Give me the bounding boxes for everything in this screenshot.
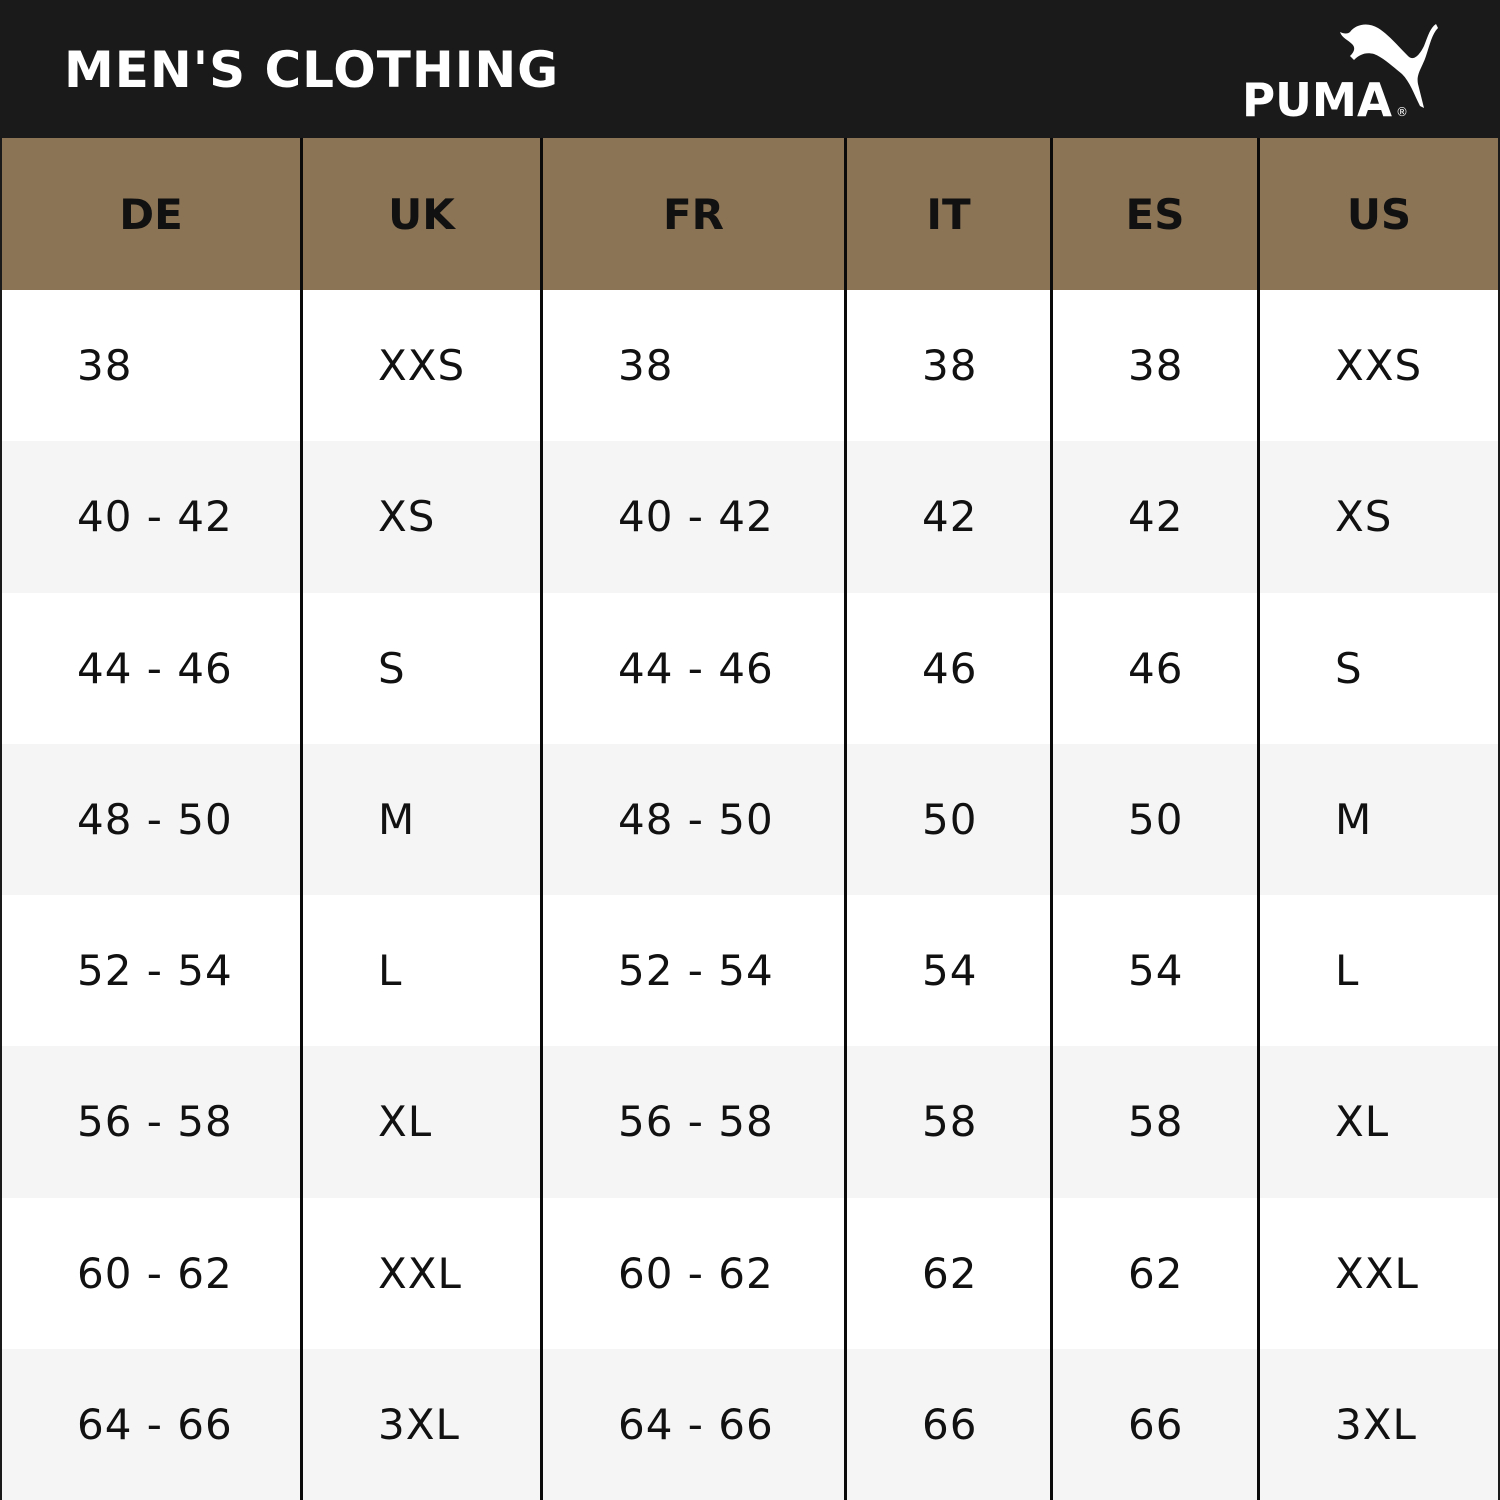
table-cell-es: 50 — [1053, 743, 1257, 895]
table-cell-it: 66 — [847, 1348, 1050, 1500]
table-cell-es: 46 — [1053, 592, 1257, 744]
column-header-uk: UK — [303, 138, 540, 290]
table-cell-de: 44 - 46 — [2, 592, 300, 744]
puma-wordmark: PUMA — [1242, 73, 1392, 123]
size-table: DE UK FR IT ES US 38 XXS 38 38 38 XXS 40 - 42 XS 40 - … — [2, 138, 1498, 1500]
table-cell-it: 62 — [847, 1197, 1050, 1349]
table-cell-us: M — [1260, 743, 1498, 895]
column-header-fr: FR — [543, 138, 844, 290]
table-cell-it: 54 — [847, 895, 1050, 1047]
table-cell-uk: XXL — [303, 1197, 540, 1349]
table-cell-fr: 56 - 58 — [543, 1046, 844, 1198]
table-cell-es: 38 — [1053, 290, 1257, 442]
table-cell-us: S — [1260, 592, 1498, 744]
table-cell-us: XL — [1260, 1046, 1498, 1198]
table-cell-fr: 38 — [543, 290, 844, 442]
table-cell-de: 40 - 42 — [2, 441, 300, 593]
puma-logo-icon: PUMA ® — [1242, 24, 1438, 123]
table-cell-fr: 40 - 42 — [543, 441, 844, 593]
table-cell-es: 54 — [1053, 895, 1257, 1047]
table-cell-it: 42 — [847, 441, 1050, 593]
table-cell-es: 62 — [1053, 1197, 1257, 1349]
table-cell-es: 42 — [1053, 441, 1257, 593]
column-header-es: ES — [1053, 138, 1257, 290]
table-cell-de: 60 - 62 — [2, 1197, 300, 1349]
table-cell-uk: M — [303, 743, 540, 895]
table-cell-us: 3XL — [1260, 1348, 1498, 1500]
table-cell-it: 50 — [847, 743, 1050, 895]
table-cell-it: 58 — [847, 1046, 1050, 1198]
table-cell-us: XXS — [1260, 290, 1498, 442]
table-cell-uk: XL — [303, 1046, 540, 1198]
table-cell-de: 52 - 54 — [2, 895, 300, 1047]
table-cell-fr: 44 - 46 — [543, 592, 844, 744]
table-cell-us: XXL — [1260, 1197, 1498, 1349]
table-cell-uk: 3XL — [303, 1348, 540, 1500]
table-cell-de: 56 - 58 — [2, 1046, 300, 1198]
table-cell-fr: 64 - 66 — [543, 1348, 844, 1500]
table-cell-it: 46 — [847, 592, 1050, 744]
table-cell-fr: 48 - 50 — [543, 743, 844, 895]
table-cell-uk: L — [303, 895, 540, 1047]
page-title: MEN'S CLOTHING — [64, 41, 560, 99]
table-cell-de: 64 - 66 — [2, 1348, 300, 1500]
table-cell-uk: XS — [303, 441, 540, 593]
table-cell-de: 48 - 50 — [2, 743, 300, 895]
table-cell-us: XS — [1260, 441, 1498, 593]
table-cell-uk: XXS — [303, 290, 540, 442]
puma-cat-icon — [1340, 24, 1438, 108]
column-header-de: DE — [2, 138, 300, 290]
table-cell-fr: 60 - 62 — [543, 1197, 844, 1349]
table-cell-us: L — [1260, 895, 1498, 1047]
registered-mark: ® — [1396, 105, 1408, 119]
table-cell-fr: 52 - 54 — [543, 895, 844, 1047]
column-header-us: US — [1260, 138, 1498, 290]
table-cell-uk: S — [303, 592, 540, 744]
header-bar: MEN'S CLOTHING PUMA ® — [0, 0, 1500, 138]
table-cell-es: 58 — [1053, 1046, 1257, 1198]
table-cell-it: 38 — [847, 290, 1050, 442]
table-cell-es: 66 — [1053, 1348, 1257, 1500]
column-header-it: IT — [847, 138, 1050, 290]
table-cell-de: 38 — [2, 290, 300, 442]
